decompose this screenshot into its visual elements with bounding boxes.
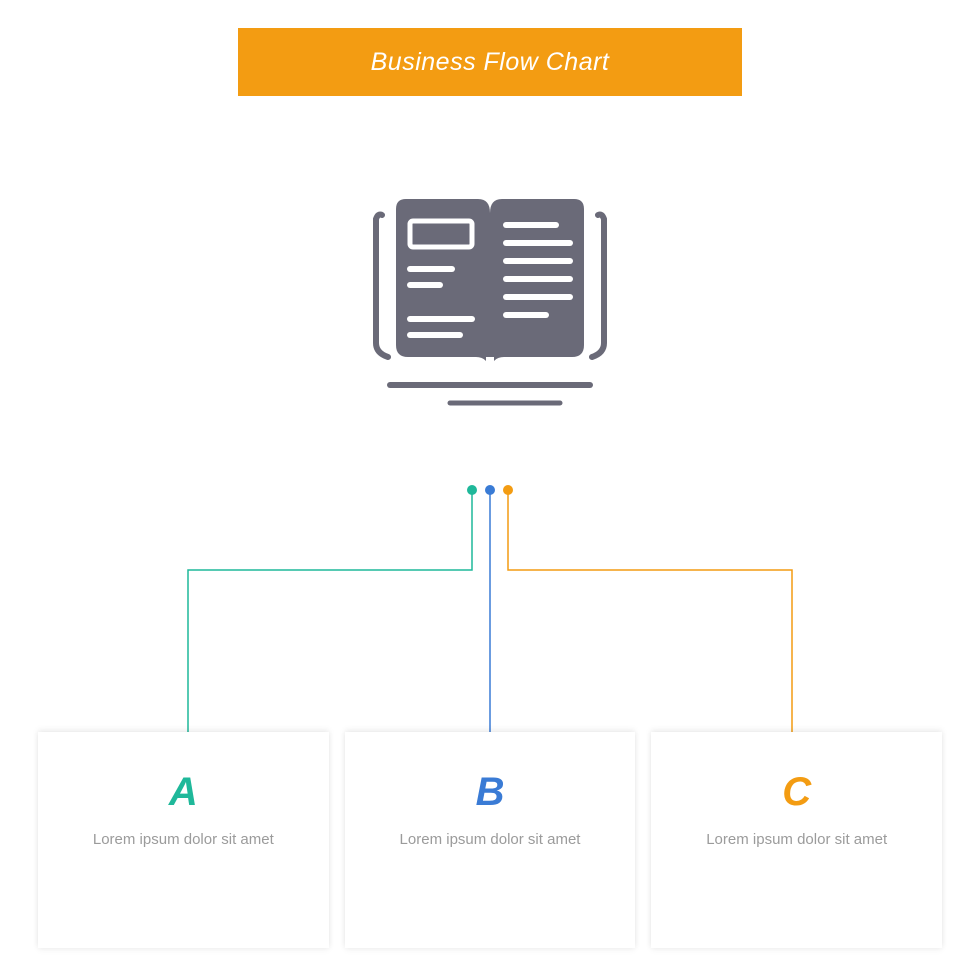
card-letter: B: [369, 770, 612, 815]
cards-row: A Lorem ipsum dolor sit amet B Lorem ips…: [38, 732, 942, 948]
card-letter: A: [62, 770, 305, 815]
header-title: Business Flow Chart: [371, 48, 610, 77]
card-body: Lorem ipsum dolor sit amet: [62, 829, 305, 852]
header-bar: Business Flow Chart: [238, 28, 742, 96]
card-c: C Lorem ipsum dolor sit amet: [651, 732, 942, 948]
card-b: B Lorem ipsum dolor sit amet: [345, 732, 636, 948]
card-letter: C: [675, 770, 918, 815]
card-body: Lorem ipsum dolor sit amet: [369, 829, 612, 852]
connector-dot: [485, 485, 495, 495]
connector-dot: [467, 485, 477, 495]
connector-dot: [503, 485, 513, 495]
open-book-icon: [340, 185, 640, 415]
card-body: Lorem ipsum dolor sit amet: [675, 829, 918, 852]
card-a: A Lorem ipsum dolor sit amet: [38, 732, 329, 948]
